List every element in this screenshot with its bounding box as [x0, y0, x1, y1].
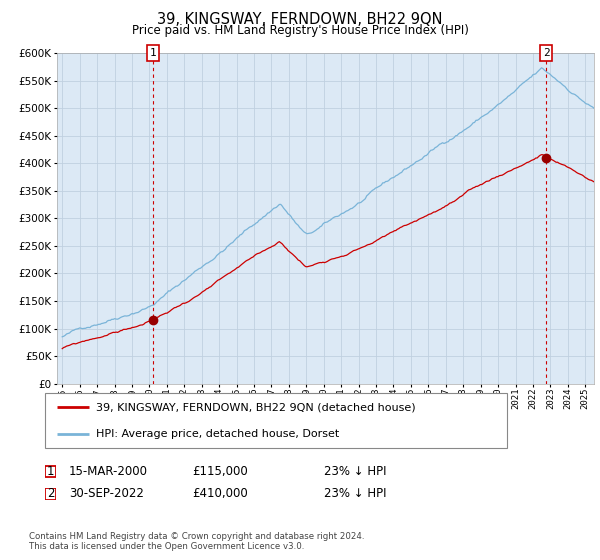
Text: 23% ↓ HPI: 23% ↓ HPI — [324, 465, 386, 478]
Text: Price paid vs. HM Land Registry's House Price Index (HPI): Price paid vs. HM Land Registry's House … — [131, 24, 469, 36]
Text: 2: 2 — [47, 487, 55, 501]
Text: This data is licensed under the Open Government Licence v3.0.: This data is licensed under the Open Gov… — [29, 542, 304, 551]
Text: 15-MAR-2000: 15-MAR-2000 — [69, 465, 148, 478]
Text: 30-SEP-2022: 30-SEP-2022 — [69, 487, 144, 501]
Text: Contains HM Land Registry data © Crown copyright and database right 2024.: Contains HM Land Registry data © Crown c… — [29, 532, 364, 541]
Text: 1: 1 — [47, 465, 55, 478]
Text: 23% ↓ HPI: 23% ↓ HPI — [324, 487, 386, 501]
Text: 2: 2 — [542, 48, 550, 58]
Text: £410,000: £410,000 — [192, 487, 248, 501]
Text: 1: 1 — [149, 48, 157, 58]
Text: HPI: Average price, detached house, Dorset: HPI: Average price, detached house, Dors… — [96, 430, 339, 439]
Text: £115,000: £115,000 — [192, 465, 248, 478]
Text: 39, KINGSWAY, FERNDOWN, BH22 9QN: 39, KINGSWAY, FERNDOWN, BH22 9QN — [157, 12, 443, 27]
Text: 39, KINGSWAY, FERNDOWN, BH22 9QN (detached house): 39, KINGSWAY, FERNDOWN, BH22 9QN (detach… — [96, 403, 415, 413]
